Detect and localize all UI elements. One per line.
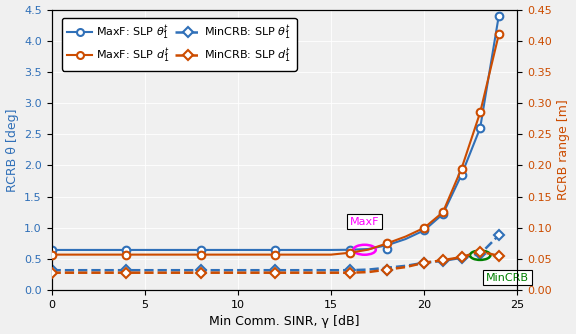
Legend: MaxF: SLP $\theta_1^t$, MaxF: SLP $d_1^t$, MinCRB: SLP $\theta_1^t$, MinCRB: SLP: MaxF: SLP $\theta_1^t$, MaxF: SLP $d_1^t… xyxy=(62,18,297,71)
Text: MinCRB: MinCRB xyxy=(486,273,529,283)
Y-axis label: RCRB θ [deg]: RCRB θ [deg] xyxy=(6,108,18,192)
X-axis label: Min Comm. SINR, γ [dB]: Min Comm. SINR, γ [dB] xyxy=(209,315,360,328)
Y-axis label: RCRB range [m]: RCRB range [m] xyxy=(558,100,570,200)
Text: MaxF: MaxF xyxy=(350,216,380,226)
